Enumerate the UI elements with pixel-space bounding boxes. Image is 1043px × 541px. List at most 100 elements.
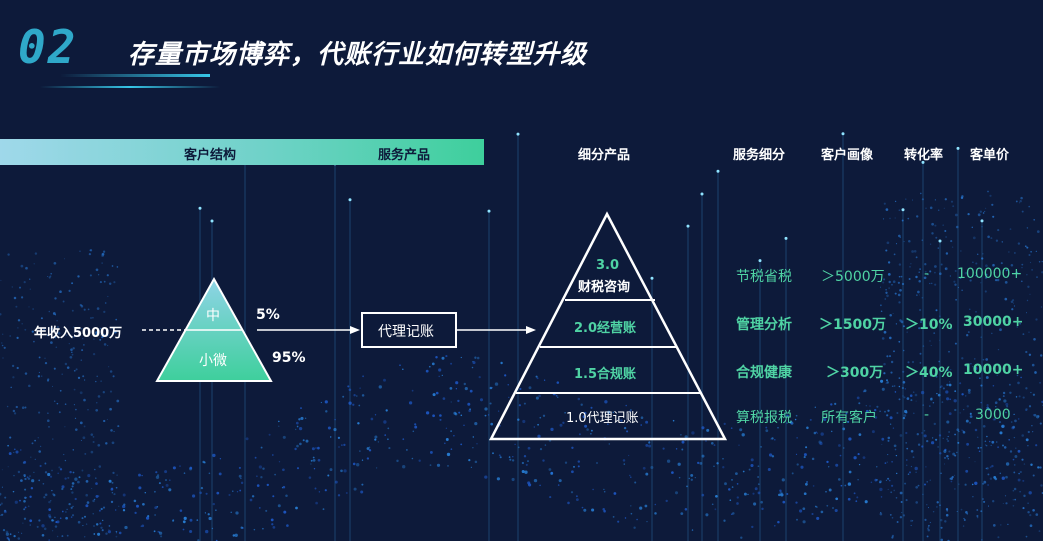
particle bbox=[399, 364, 401, 367]
particle bbox=[12, 409, 16, 413]
particle bbox=[50, 272, 53, 275]
particle bbox=[105, 442, 108, 445]
particle bbox=[577, 397, 581, 401]
particle bbox=[874, 408, 877, 412]
particle bbox=[77, 480, 80, 484]
particle bbox=[122, 504, 126, 509]
particle bbox=[912, 456, 915, 459]
particle bbox=[750, 463, 754, 468]
particle bbox=[716, 462, 719, 465]
particle bbox=[14, 500, 18, 504]
particle bbox=[980, 510, 983, 513]
particle bbox=[509, 458, 512, 461]
particle bbox=[87, 409, 89, 411]
particle bbox=[334, 418, 336, 421]
particle bbox=[47, 472, 51, 477]
particle bbox=[441, 356, 445, 360]
particle bbox=[954, 390, 957, 393]
particle bbox=[806, 426, 809, 430]
pyramid-level-2: 2.0经营账 bbox=[574, 321, 637, 336]
particle bbox=[879, 286, 882, 288]
particle bbox=[839, 454, 842, 457]
particle bbox=[701, 454, 705, 458]
particle bbox=[952, 205, 955, 208]
particle bbox=[930, 282, 933, 285]
particle bbox=[1001, 425, 1004, 428]
particle bbox=[985, 358, 989, 361]
particle bbox=[234, 533, 238, 537]
particle bbox=[92, 436, 95, 438]
particle bbox=[118, 505, 120, 507]
particle bbox=[959, 382, 962, 385]
particle bbox=[889, 313, 892, 317]
particle bbox=[802, 520, 806, 524]
particle bbox=[1025, 535, 1028, 538]
particle bbox=[671, 471, 674, 474]
particle bbox=[327, 474, 330, 477]
particle bbox=[31, 479, 35, 483]
particle bbox=[34, 458, 36, 461]
arrow-head-1 bbox=[350, 326, 360, 334]
particle bbox=[20, 264, 24, 268]
particle bbox=[887, 436, 891, 440]
particle bbox=[468, 459, 471, 462]
particle bbox=[240, 477, 242, 479]
particle bbox=[1008, 251, 1010, 253]
particle bbox=[432, 393, 436, 397]
particle bbox=[906, 447, 909, 450]
particle bbox=[946, 420, 950, 424]
particle bbox=[56, 535, 59, 538]
particle bbox=[27, 505, 30, 508]
particle bbox=[499, 456, 502, 459]
particle bbox=[161, 486, 164, 489]
particle bbox=[898, 301, 901, 304]
particle bbox=[977, 436, 979, 438]
particle bbox=[0, 279, 2, 281]
particle bbox=[1005, 269, 1008, 272]
particle bbox=[902, 416, 906, 420]
particle bbox=[44, 493, 48, 497]
light-dot bbox=[716, 169, 720, 173]
particle bbox=[1004, 321, 1006, 323]
particle bbox=[826, 460, 829, 464]
particle bbox=[935, 438, 938, 441]
particle bbox=[760, 500, 763, 504]
particle bbox=[43, 328, 45, 331]
particle bbox=[778, 493, 781, 497]
particle bbox=[887, 454, 889, 456]
particle bbox=[1012, 489, 1015, 492]
particle bbox=[141, 474, 143, 477]
particle bbox=[384, 434, 387, 436]
particle bbox=[974, 461, 976, 463]
particle bbox=[914, 466, 918, 471]
particle bbox=[53, 367, 56, 370]
particle bbox=[680, 433, 682, 436]
particle bbox=[919, 268, 921, 270]
particle bbox=[12, 376, 15, 379]
particle bbox=[765, 418, 769, 421]
particle bbox=[896, 521, 899, 523]
particle bbox=[537, 423, 539, 426]
particle bbox=[674, 491, 679, 495]
particle bbox=[983, 500, 986, 503]
particle bbox=[101, 262, 103, 264]
particle bbox=[484, 414, 487, 417]
particle bbox=[24, 477, 27, 481]
particle bbox=[277, 504, 281, 508]
particle bbox=[786, 493, 789, 495]
particle bbox=[49, 275, 52, 278]
particle bbox=[915, 485, 919, 489]
particle bbox=[932, 402, 935, 404]
particle bbox=[8, 452, 12, 456]
particle bbox=[550, 472, 554, 475]
particle bbox=[1032, 474, 1035, 477]
particle bbox=[73, 369, 76, 372]
particle bbox=[64, 362, 68, 366]
particle bbox=[905, 411, 908, 414]
particle bbox=[991, 440, 995, 444]
particle bbox=[469, 389, 473, 393]
particle bbox=[549, 496, 552, 499]
particle bbox=[82, 525, 84, 527]
particle bbox=[765, 426, 768, 429]
